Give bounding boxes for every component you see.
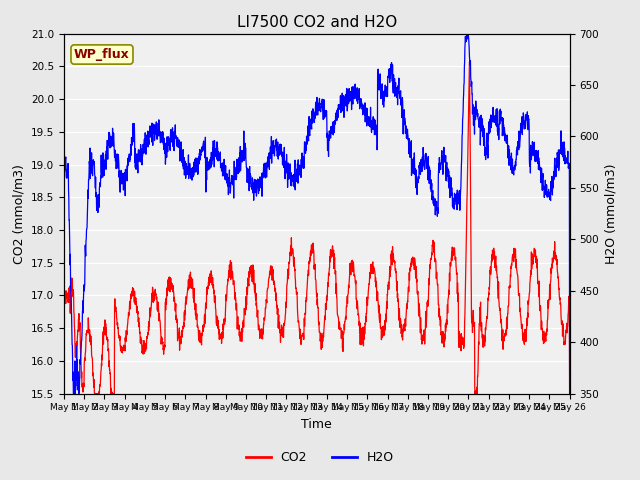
H2O [458,131,466,137]
Title: LI7500 CO2 and H2O: LI7500 CO2 and H2O [237,15,397,30]
CO2 [551,255,559,261]
H2O [60,165,68,171]
Y-axis label: H2O (mmol/m3): H2O (mmol/m3) [605,163,618,264]
CO2 [60,285,68,290]
H2O [463,31,470,36]
H2O [307,124,314,130]
H2O [551,163,559,168]
CO2 [458,342,466,348]
H2O [293,166,301,172]
CO2 [91,391,99,396]
CO2 [307,258,314,264]
Legend: CO2, H2O: CO2, H2O [241,446,399,469]
CO2 [86,328,93,334]
CO2 [552,250,559,256]
Text: WP_flux: WP_flux [74,48,130,61]
H2O [86,145,94,151]
H2O [70,391,77,396]
CO2 [466,59,474,64]
H2O [566,391,573,396]
H2O [552,166,559,172]
CO2 [566,391,573,396]
Line: CO2: CO2 [64,61,570,394]
Line: H2O: H2O [64,34,570,394]
Y-axis label: CO2 (mmol/m3): CO2 (mmol/m3) [12,164,26,264]
CO2 [293,291,301,297]
X-axis label: Time: Time [301,418,332,431]
